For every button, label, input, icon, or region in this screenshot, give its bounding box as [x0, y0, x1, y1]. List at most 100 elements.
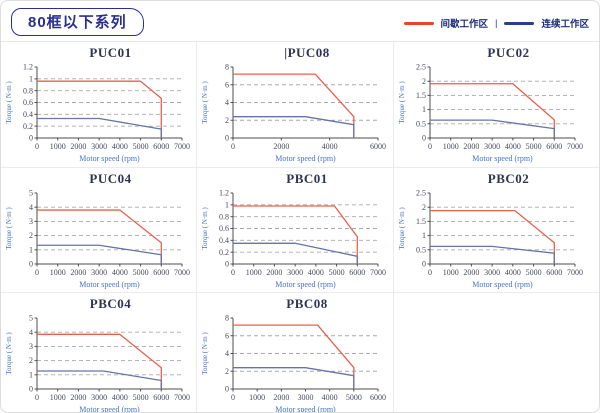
- svg-text:Motor speed (rpm): Motor speed (rpm): [79, 405, 140, 413]
- svg-text:1.2: 1.2: [23, 63, 33, 72]
- svg-text:4000: 4000: [505, 268, 521, 277]
- svg-text:5000: 5000: [133, 268, 149, 277]
- svg-text:5000: 5000: [346, 393, 362, 402]
- svg-text:3000: 3000: [287, 268, 303, 277]
- chart-title-pbc01: PBC01: [286, 171, 328, 186]
- svg-text:0: 0: [29, 385, 33, 394]
- svg-text:5: 5: [29, 189, 33, 198]
- svg-text:2: 2: [422, 77, 426, 86]
- svg-text:7000: 7000: [567, 142, 583, 151]
- svg-text:Torque ( N·m ): Torque ( N·m ): [201, 207, 209, 250]
- svg-text:8: 8: [225, 314, 229, 323]
- svg-text:0: 0: [231, 142, 235, 151]
- svg-text:2000: 2000: [70, 142, 86, 151]
- svg-text:0.2: 0.2: [23, 122, 33, 131]
- intermittent-legend-label: 间歇工作区: [440, 19, 489, 30]
- svg-text:Torque ( N·m ): Torque ( N·m ): [5, 332, 13, 375]
- svg-text:0: 0: [428, 268, 432, 277]
- svg-text:2: 2: [29, 231, 33, 240]
- svg-text:4000: 4000: [308, 268, 324, 277]
- svg-text:0: 0: [225, 260, 229, 269]
- svg-text:1.2: 1.2: [219, 189, 229, 198]
- svg-text:6000: 6000: [370, 142, 386, 151]
- svg-text:2000: 2000: [273, 142, 289, 151]
- svg-text:7000: 7000: [567, 268, 583, 277]
- chart-puc08: 0 2 4 6 8 0 2000 4000 6000 Torque ( N·m ) Motor sp…: [201, 63, 386, 163]
- svg-text:2: 2: [225, 367, 229, 376]
- svg-text:Torque ( N·m ): Torque ( N·m ): [201, 81, 209, 124]
- svg-text:6000: 6000: [546, 142, 562, 151]
- svg-text:4: 4: [29, 328, 33, 337]
- svg-text:2.5: 2.5: [416, 63, 426, 72]
- chart-puc04: 0 1 2 3 4 5 0 1000 2000 3000 4000 5000 6000 7000 Torqu…: [5, 189, 190, 289]
- svg-text:Torque ( N·m ): Torque ( N·m ): [201, 332, 209, 375]
- svg-text:8: 8: [225, 63, 229, 72]
- svg-text:4000: 4000: [112, 393, 128, 402]
- chart-cell-pbc01: PBC01 0 0.2 0.4 0.6 0.8 1 1.2 0 1000 2000 3000 4000…: [197, 168, 394, 293]
- chart-title-puc04: PUC04: [89, 171, 132, 186]
- svg-text:4000: 4000: [505, 142, 521, 151]
- svg-text:7000: 7000: [174, 268, 190, 277]
- svg-text:1: 1: [29, 370, 33, 379]
- svg-text:Motor speed (rpm): Motor speed (rpm): [79, 154, 140, 163]
- svg-text:4: 4: [29, 203, 33, 212]
- chart-title-puc01: PUC01: [89, 45, 132, 60]
- svg-text:2: 2: [29, 356, 33, 365]
- svg-text:0.6: 0.6: [23, 98, 33, 107]
- svg-text:6000: 6000: [546, 268, 562, 277]
- chart-title-puc08: |PUC08: [284, 45, 330, 60]
- chart-cell-pbc08: PBC08 0 2 4 6 8 0 1000 2000 3000 4000 5000 6000 Torq…: [197, 293, 394, 413]
- svg-text:6: 6: [225, 331, 229, 340]
- series-badge-label: 80框以下系列: [28, 14, 127, 31]
- svg-text:4: 4: [225, 98, 229, 107]
- svg-text:0: 0: [231, 268, 235, 277]
- svg-text:7000: 7000: [174, 393, 190, 402]
- svg-text:4000: 4000: [322, 393, 338, 402]
- svg-text:3000: 3000: [484, 268, 500, 277]
- svg-text:2000: 2000: [70, 393, 86, 402]
- svg-text:2000: 2000: [266, 268, 282, 277]
- svg-text:0.5: 0.5: [416, 245, 426, 254]
- svg-text:Torque ( N·m ): Torque ( N·m ): [398, 207, 406, 250]
- chart-pbc02: 0 0.5 1 1.5 2 2.5 0 1000 2000 3000 4000 5000 6000 700…: [398, 189, 583, 289]
- chart-title-pbc08: PBC08: [286, 296, 328, 311]
- chart-puc01: 0 0.2 0.4 0.6 0.8 1 1.2 0 1000 2000 3000 4000 5000 60…: [5, 63, 190, 163]
- svg-text:2000: 2000: [463, 268, 479, 277]
- svg-text:1000: 1000: [246, 268, 262, 277]
- svg-text:2000: 2000: [463, 142, 479, 151]
- svg-text:3: 3: [29, 342, 33, 351]
- svg-text:6000: 6000: [370, 393, 386, 402]
- svg-text:Torque ( N·m ): Torque ( N·m ): [5, 81, 13, 124]
- svg-text:1000: 1000: [249, 393, 265, 402]
- svg-text:6000: 6000: [349, 268, 365, 277]
- svg-text:Torque ( N·m ): Torque ( N·m ): [398, 81, 406, 124]
- svg-text:Motor speed (rpm): Motor speed (rpm): [275, 405, 336, 413]
- chart-cell-puc02: PUC02 0 0.5 1 1.5 2 2.5 0 1000 2000 3000 4000 5000 6…: [394, 42, 599, 168]
- chart-cell-puc08: |PUC08 0 2 4 6 8 0 2000 4000 6000 Torque ( N·m ) M…: [197, 42, 394, 168]
- svg-text:0: 0: [35, 393, 39, 402]
- svg-text:4000: 4000: [112, 268, 128, 277]
- svg-text:1.5: 1.5: [416, 91, 426, 100]
- svg-text:0.8: 0.8: [23, 86, 33, 95]
- svg-text:1: 1: [422, 105, 426, 114]
- chart-title-pbc04: PBC04: [89, 296, 132, 311]
- chart-cell-puc01: PUC01 0 0.2 0.4 0.6 0.8 1 1.2 0 1000 2000 3000 4000…: [1, 42, 197, 168]
- svg-text:1000: 1000: [443, 142, 459, 151]
- svg-text:1000: 1000: [50, 142, 66, 151]
- svg-text:1.5: 1.5: [416, 217, 426, 226]
- svg-text:2: 2: [225, 116, 229, 125]
- svg-text:1000: 1000: [443, 268, 459, 277]
- header: 80框以下系列 间歇工作区 | 连续工作区: [1, 1, 599, 42]
- svg-text:4000: 4000: [112, 142, 128, 151]
- chart-cell-pbc04: PBC04 0 1 2 3 4 5 0 1000 2000 3000 4000 5000 6000 700…: [1, 293, 197, 413]
- svg-text:2000: 2000: [70, 268, 86, 277]
- svg-text:5000: 5000: [526, 142, 542, 151]
- svg-text:3000: 3000: [298, 393, 314, 402]
- legend: 间歇工作区 | 连续工作区: [403, 16, 589, 30]
- chart-pbc04: 0 1 2 3 4 5 0 1000 2000 3000 4000 5000 6000 7000 Torqu…: [5, 314, 190, 413]
- svg-text:5: 5: [29, 314, 33, 323]
- svg-text:2000: 2000: [273, 393, 289, 402]
- continuous-line-swatch: [504, 21, 535, 25]
- svg-text:5000: 5000: [133, 142, 149, 151]
